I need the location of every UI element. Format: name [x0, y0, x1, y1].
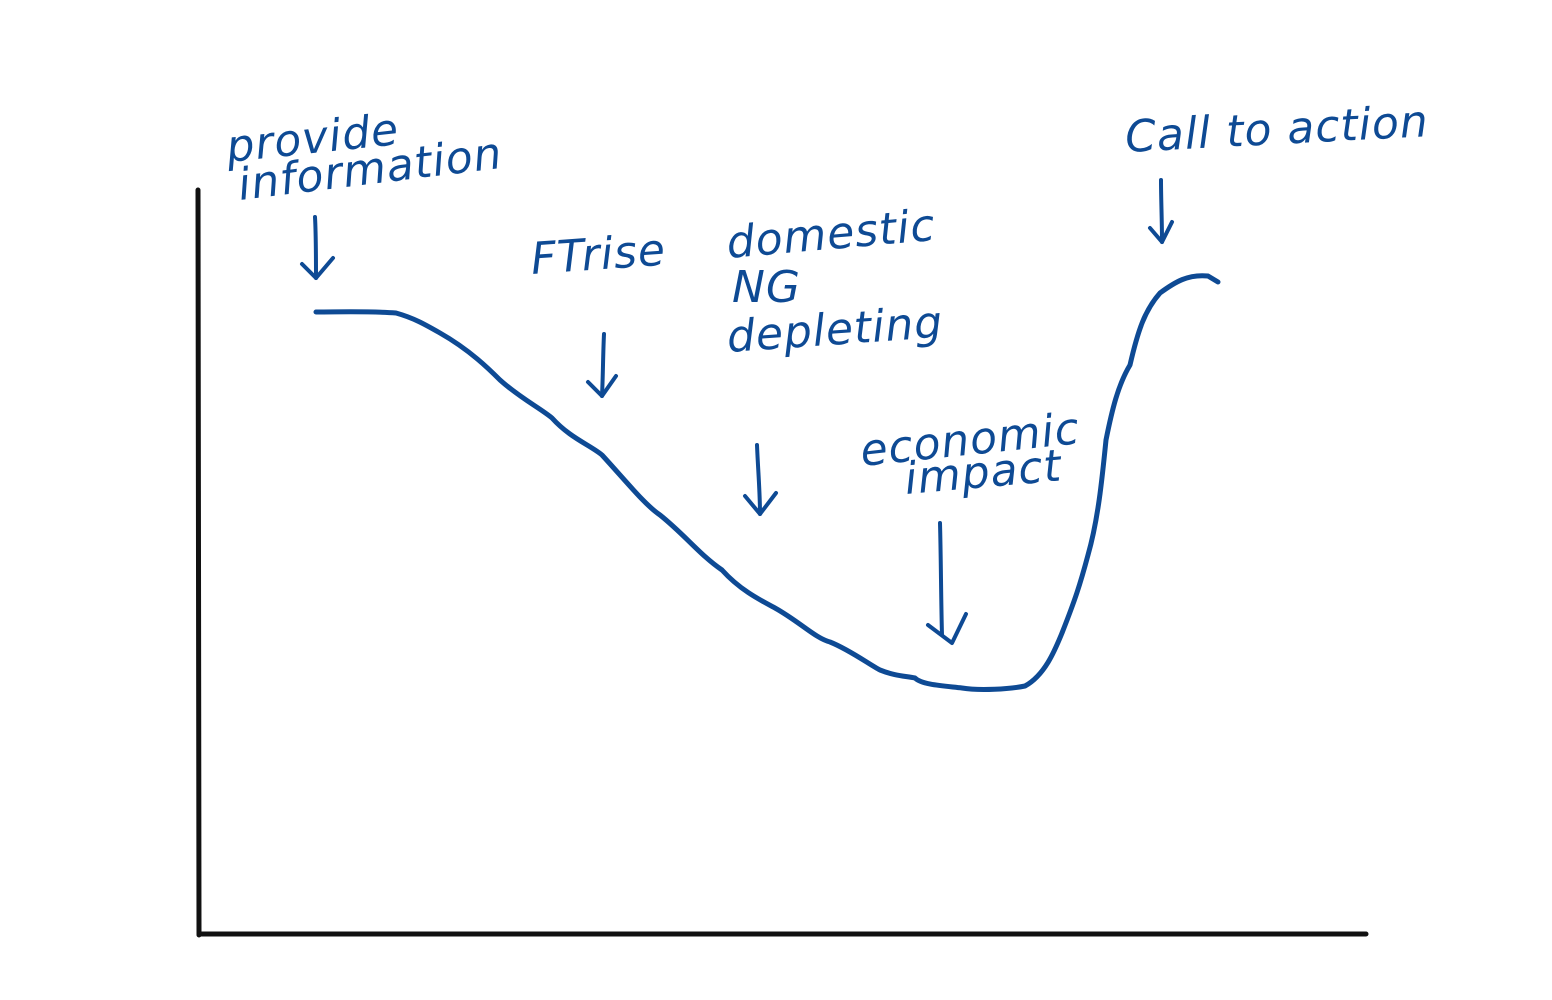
label-domestic-line1: domestic: [725, 200, 938, 269]
annotations: provide information FTrise domestic NG d…: [223, 96, 1430, 505]
arrow-call-to-action: [1148, 178, 1174, 244]
arrows: [300, 178, 1174, 645]
label-domestic-line2: NG: [732, 262, 801, 313]
label-call-to-action: Call to action: [1124, 96, 1430, 163]
label-ft-rise: FTrise: [529, 225, 667, 285]
arrow-provide-information: [300, 215, 335, 280]
arrow-ft-rise: [586, 332, 618, 398]
y-axis: [195, 187, 202, 938]
arrow-economic-impact: [926, 521, 968, 645]
axes: [195, 187, 1369, 938]
story-curve: [313, 273, 1221, 692]
arrow-domestic-ng: [743, 443, 778, 516]
